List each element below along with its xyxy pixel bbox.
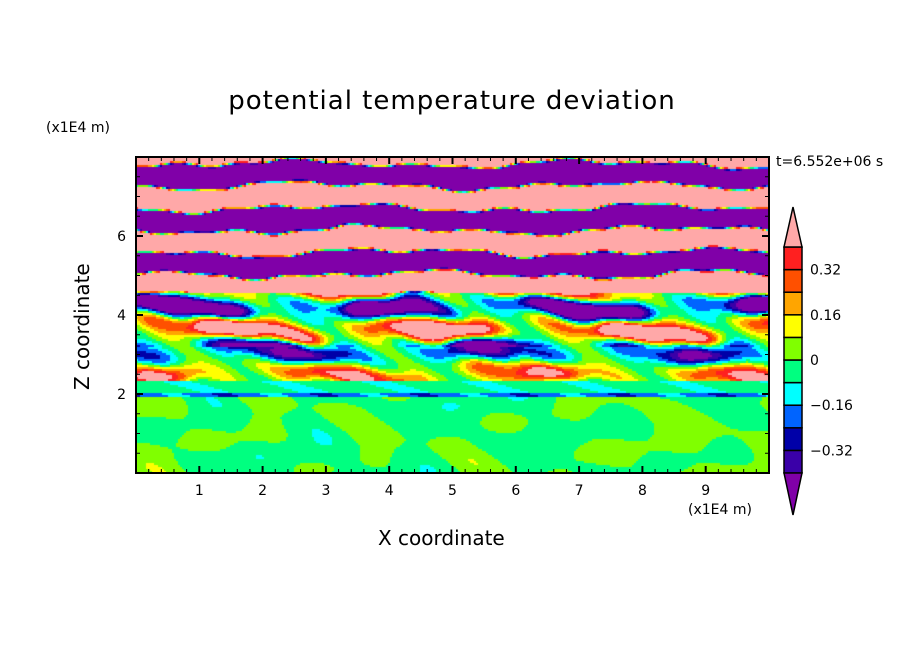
- colorbar-min-triangle: [783, 472, 803, 516]
- z-unit-label: (x1E4 m): [46, 120, 110, 136]
- x-unit-label: (x1E4 m): [688, 502, 752, 518]
- colorbar-box: [783, 381, 803, 406]
- colorbar-label: 0.16: [810, 308, 841, 324]
- y-tick-label: 4: [117, 308, 126, 324]
- colorbar-box: [783, 246, 803, 271]
- colorbar-box: [783, 449, 803, 474]
- x-tick-label: 3: [321, 483, 330, 499]
- x-tick-label: 6: [511, 483, 520, 499]
- time-label: t=6.552e+06 s: [776, 154, 884, 170]
- plot-frame: [135, 156, 770, 474]
- colorbar-label: −0.16: [810, 398, 853, 414]
- colorbar-box: [783, 336, 803, 361]
- x-tick-label: 9: [701, 483, 710, 499]
- x-tick-label: 8: [638, 483, 647, 499]
- colorbar-box: [783, 359, 803, 384]
- colorbar-box: [783, 314, 803, 339]
- colorbar-label: 0.32: [810, 263, 841, 279]
- chart-title: potential temperature deviation: [228, 86, 676, 116]
- y-tick-label: 6: [117, 229, 126, 245]
- x-tick-label: 7: [575, 483, 584, 499]
- colorbar-max-triangle: [783, 206, 803, 248]
- x-tick-label: 4: [385, 483, 394, 499]
- x-tick-label: 2: [258, 483, 267, 499]
- colorbar-box: [783, 268, 803, 293]
- x-tick-label: 5: [448, 483, 457, 499]
- x-tick-label: 1: [195, 483, 204, 499]
- y-tick-label: 2: [117, 387, 126, 403]
- colorbar-label: 0: [810, 353, 819, 369]
- contour-field: [136, 157, 769, 473]
- colorbar-box: [783, 291, 803, 316]
- colorbar-box: [783, 404, 803, 429]
- colorbar-label: −0.32: [810, 443, 853, 459]
- colorbar-box: [783, 427, 803, 452]
- x-axis-label: X coordinate: [378, 526, 505, 550]
